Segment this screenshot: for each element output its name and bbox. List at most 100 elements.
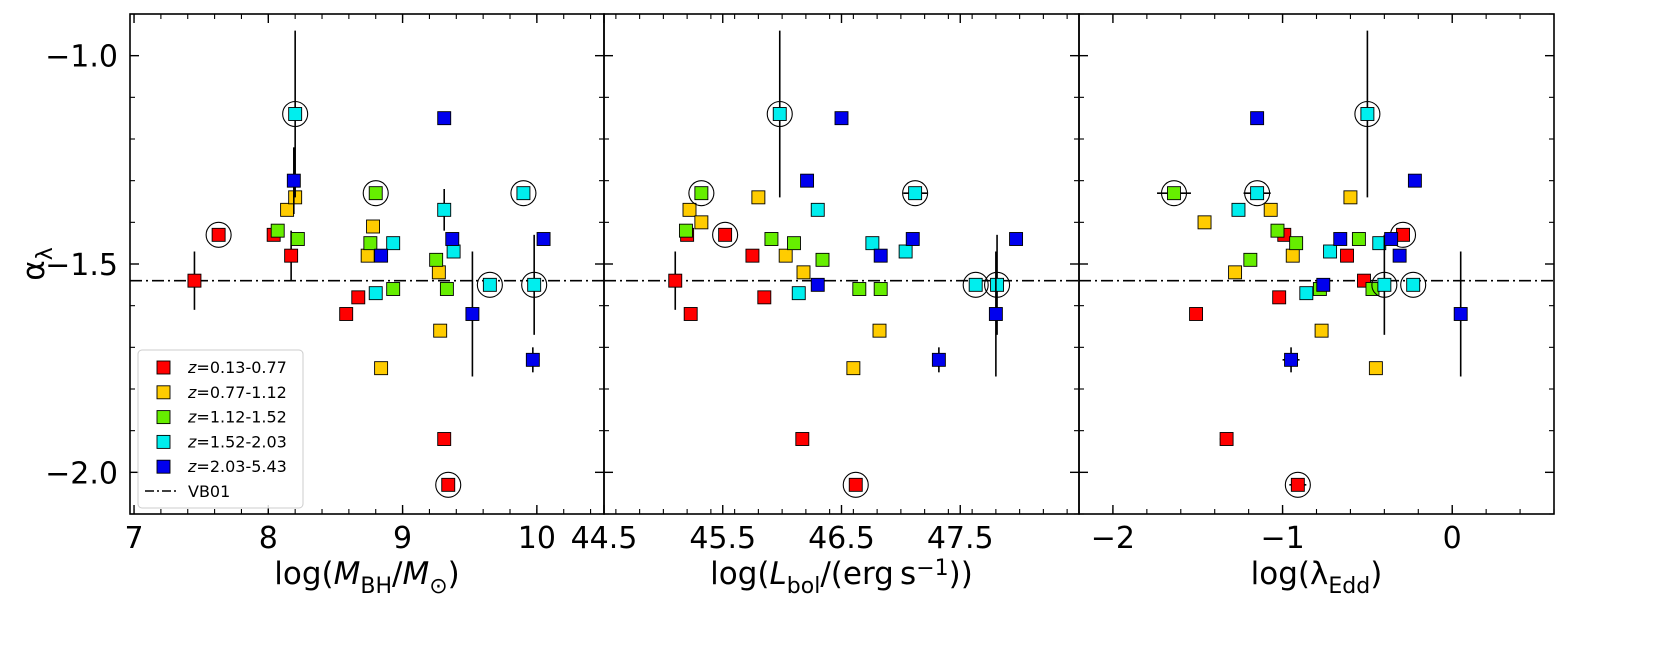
- data-point: [1314, 323, 1329, 338]
- square-marker: [363, 236, 378, 251]
- square-marker: [536, 232, 551, 246]
- square-marker: [988, 307, 1003, 321]
- data-point: [282, 30, 309, 198]
- circle-highlight: [712, 221, 739, 248]
- x-tick-label: 47.5: [927, 521, 994, 556]
- legend-entry-vb01: VB01: [145, 482, 230, 501]
- legend-entry: z=0.77-1.12: [156, 383, 287, 402]
- square-marker: [795, 432, 810, 446]
- circle-highlight: [1284, 471, 1311, 498]
- square-marker: [683, 307, 698, 321]
- data-point: [1284, 471, 1311, 498]
- data-point: [800, 173, 815, 188]
- data-point: [1299, 286, 1314, 301]
- data-points: [187, 30, 551, 498]
- square-marker: [848, 477, 863, 492]
- circle-highlight: [1354, 100, 1381, 128]
- data-point: [787, 236, 801, 251]
- data-point: [712, 221, 739, 248]
- square-marker: [1384, 232, 1399, 246]
- data-point: [795, 432, 810, 446]
- data-point: [1250, 111, 1265, 126]
- square-marker: [1360, 107, 1375, 121]
- square-marker: [834, 111, 849, 126]
- square-marker: [339, 307, 354, 321]
- square-marker: [1243, 252, 1258, 267]
- legend-entry: z=1.52-2.03: [156, 432, 287, 451]
- data-point: [766, 30, 793, 198]
- square-marker: [898, 244, 913, 259]
- data-point: [363, 236, 378, 251]
- legend-box: [137, 349, 304, 509]
- data-point: [1285, 248, 1300, 263]
- square-marker: [1285, 248, 1300, 263]
- data-point: [437, 111, 452, 126]
- square-marker: [772, 107, 787, 121]
- square-marker: [1263, 202, 1278, 217]
- data-point: [205, 221, 232, 248]
- square-marker: [678, 223, 693, 238]
- legend: z=0.13-0.77 z=0.77-1.12 z=1.12-1.52 z=1.52-…: [137, 349, 304, 509]
- legend-entry: z=2.03-5.43: [156, 457, 287, 476]
- square-marker: [1228, 265, 1243, 280]
- data-point: [1189, 307, 1204, 321]
- circle-highlight: [984, 271, 1011, 298]
- circle-highlight: [688, 180, 715, 207]
- data-point: [374, 248, 389, 263]
- legend-label: z=0.13-0.77: [187, 358, 287, 377]
- data-point: [1219, 432, 1234, 446]
- legend-swatch: [156, 385, 171, 400]
- circle-highlight: [766, 100, 793, 128]
- data-point: [1400, 271, 1427, 298]
- y-tick-label: −2.0: [45, 456, 118, 491]
- x-axis-label: log(λEdd): [1251, 556, 1383, 599]
- data-point: [360, 248, 375, 263]
- data-point: [810, 277, 825, 292]
- square-marker: [270, 223, 285, 238]
- circle-highlight: [205, 221, 232, 248]
- square-marker: [431, 265, 446, 280]
- circle-highlight: [1371, 271, 1398, 298]
- legend-entry: z=0.13-0.77: [156, 358, 287, 377]
- square-marker: [446, 244, 461, 259]
- data-point: [1228, 265, 1243, 280]
- x-tick-label: 0: [1443, 521, 1462, 556]
- data-point: [1009, 232, 1024, 246]
- data-point: [846, 361, 861, 376]
- circle-highlight: [362, 180, 389, 207]
- square-marker: [1392, 248, 1407, 263]
- square-marker: [1197, 215, 1212, 230]
- data-point: [873, 282, 888, 296]
- square-marker: [908, 186, 923, 201]
- data-point: [1368, 361, 1383, 376]
- circle-highlight: [1400, 271, 1427, 298]
- data-points: [1157, 30, 1468, 498]
- square-marker: [525, 352, 540, 367]
- square-marker: [1270, 223, 1285, 238]
- square-marker: [1368, 361, 1383, 376]
- square-marker: [368, 286, 383, 301]
- square-marker: [1284, 352, 1299, 367]
- data-point: [1453, 251, 1468, 377]
- data-point: [429, 252, 444, 267]
- square-marker: [290, 232, 305, 246]
- data-point: [437, 432, 452, 446]
- x-axis-label: log(Lbol/(erg s−1)): [710, 556, 973, 599]
- data-point: [678, 223, 693, 238]
- data-point: [362, 180, 389, 207]
- data-point: [476, 271, 503, 298]
- data-point: [682, 202, 697, 217]
- square-marker: [796, 265, 811, 280]
- data-point: [745, 248, 760, 263]
- data-point: [1407, 173, 1422, 188]
- square-marker: [682, 202, 697, 217]
- legend-label: z=2.03-5.43: [187, 457, 287, 476]
- square-marker: [1250, 111, 1265, 126]
- square-marker: [931, 352, 946, 367]
- circle-highlight: [1244, 180, 1271, 207]
- square-marker: [360, 248, 375, 263]
- data-point: [694, 215, 709, 230]
- legend-label: z=0.77-1.12: [187, 383, 287, 402]
- square-marker: [527, 277, 542, 292]
- square-marker: [778, 248, 793, 263]
